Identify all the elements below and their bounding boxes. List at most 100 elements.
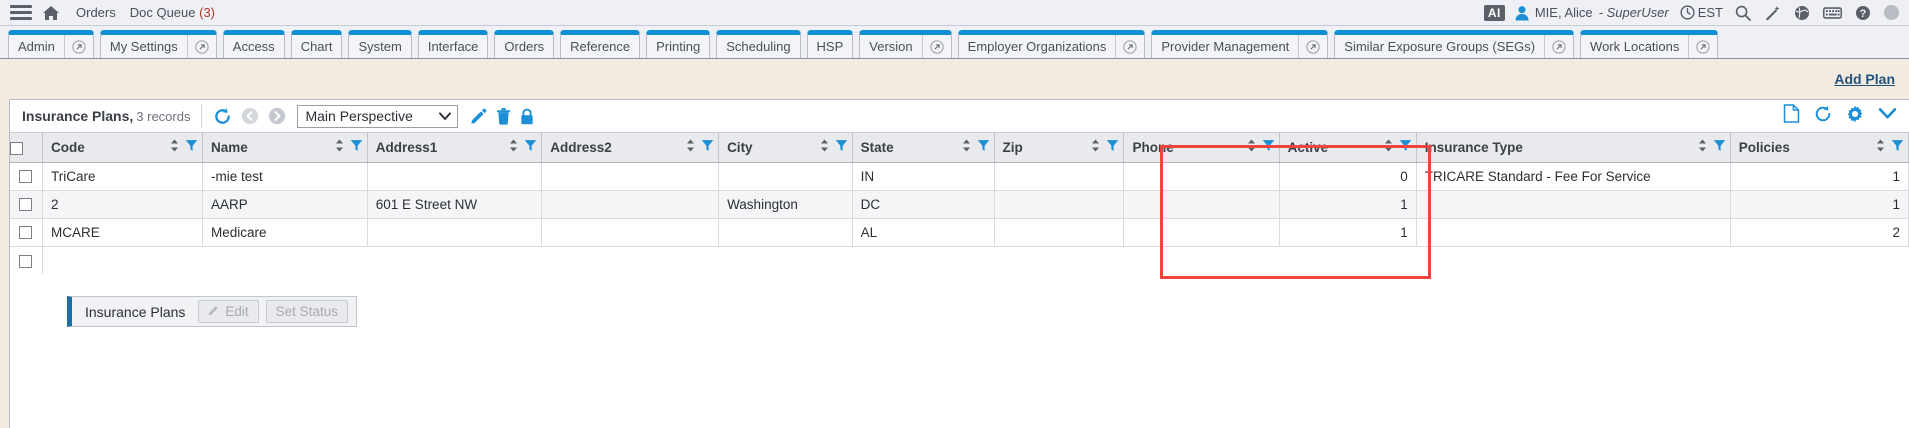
column-header-state[interactable]: State — [852, 133, 995, 163]
empty-new-row — [42, 246, 1908, 274]
tab-scheduling[interactable]: Scheduling — [716, 30, 801, 58]
tab-provider-management[interactable]: Provider Management — [1151, 30, 1329, 58]
header-select-all[interactable] — [10, 133, 43, 163]
tab-admin[interactable]: Admin — [8, 30, 94, 58]
external-link-icon[interactable] — [921, 35, 951, 58]
external-link-icon[interactable] — [186, 35, 216, 58]
filter-icon[interactable] — [1713, 139, 1726, 155]
sort-icon[interactable] — [1876, 139, 1885, 155]
perspective-select[interactable]: Main Perspective — [297, 104, 458, 128]
column-header-address2[interactable]: Address2 — [541, 133, 720, 163]
lock-icon[interactable] — [520, 108, 534, 125]
tab-system[interactable]: System — [348, 30, 412, 58]
sort-icon[interactable] — [962, 139, 971, 155]
search-icon[interactable] — [1735, 5, 1751, 21]
table-row[interactable]: MCARE Medicare AL 1 2 — [10, 218, 1909, 247]
row-checkbox[interactable] — [19, 170, 33, 184]
new-document-icon[interactable] — [1783, 104, 1800, 128]
column-header-name[interactable]: Name — [202, 133, 368, 163]
sort-icon[interactable] — [335, 139, 344, 155]
tab-similar-exposure-groups[interactable]: Similar Exposure Groups (SEGs) — [1334, 30, 1575, 58]
column-header-active[interactable]: Active — [1279, 133, 1417, 163]
external-link-icon[interactable] — [63, 35, 93, 58]
filter-icon[interactable] — [1399, 139, 1412, 155]
sort-icon[interactable] — [1091, 139, 1100, 155]
column-header-insurance-type[interactable]: Insurance Type — [1416, 133, 1731, 163]
tab-orders[interactable]: Orders — [494, 30, 555, 58]
filter-icon[interactable] — [835, 139, 848, 155]
sort-icon[interactable] — [820, 139, 829, 155]
external-link-icon[interactable] — [1544, 35, 1573, 58]
gear-icon[interactable] — [1846, 105, 1864, 128]
nav-link-doc-queue[interactable]: Doc Queue (3) — [130, 5, 215, 20]
column-header-phone[interactable]: Phone — [1123, 133, 1280, 163]
table-row[interactable]: 2 AARP 601 E Street NW Washington DC 1 1 — [10, 190, 1909, 219]
select-all-checkbox[interactable] — [10, 141, 23, 155]
filter-icon[interactable] — [350, 139, 363, 155]
globe-icon[interactable] — [1794, 5, 1810, 21]
previous-arrow-icon[interactable] — [241, 107, 259, 125]
filter-icon[interactable] — [701, 139, 714, 155]
refresh-icon[interactable] — [213, 107, 232, 126]
tab-hsp[interactable]: HSP — [806, 30, 854, 58]
chevron-down-icon[interactable] — [1878, 107, 1897, 125]
row-select-cell[interactable] — [10, 218, 43, 247]
reload-icon[interactable] — [1814, 105, 1832, 128]
table-row-new[interactable] — [10, 246, 1909, 274]
next-arrow-icon[interactable] — [268, 107, 286, 125]
home-icon[interactable] — [42, 5, 60, 21]
sort-icon[interactable] — [1384, 139, 1393, 155]
tab-work-locations[interactable]: Work Locations — [1580, 30, 1719, 58]
column-header-zip[interactable]: Zip — [994, 133, 1125, 163]
filter-icon[interactable] — [1106, 139, 1119, 155]
tab-my-settings[interactable]: My Settings — [99, 30, 217, 58]
add-plan-link[interactable]: Add Plan — [1834, 71, 1895, 87]
help-icon[interactable]: ? — [1855, 5, 1871, 21]
row-checkbox[interactable] — [19, 226, 33, 240]
sort-icon[interactable] — [1247, 139, 1256, 155]
row-select-cell[interactable] — [10, 190, 43, 219]
filter-icon[interactable] — [1262, 139, 1275, 155]
column-header-city[interactable]: City — [718, 133, 853, 163]
row-checkbox[interactable] — [19, 254, 33, 268]
external-link-icon[interactable] — [1298, 35, 1327, 58]
ai-badge[interactable]: AI — [1483, 4, 1505, 21]
tab-printing[interactable]: Printing — [646, 30, 711, 58]
edit-pencil-icon[interactable] — [470, 108, 487, 125]
row-select-cell[interactable] — [10, 246, 43, 274]
set-status-label: Set Status — [275, 304, 338, 319]
sort-icon[interactable] — [1698, 139, 1707, 155]
trash-icon[interactable] — [496, 107, 511, 125]
row-checkbox[interactable] — [19, 198, 33, 212]
keyboard-icon[interactable] — [1823, 6, 1842, 20]
tab-version[interactable]: Version — [859, 30, 952, 58]
filter-icon[interactable] — [1891, 139, 1904, 155]
tab-chart[interactable]: Chart — [290, 30, 343, 58]
edit-button[interactable]: Edit — [198, 300, 259, 323]
column-header-policies[interactable]: Policies — [1730, 133, 1909, 163]
column-header-code[interactable]: Code — [42, 133, 203, 163]
sort-icon[interactable] — [686, 139, 695, 155]
filter-icon[interactable] — [524, 139, 537, 155]
sort-icon[interactable] — [170, 139, 179, 155]
external-link-icon[interactable] — [1115, 35, 1144, 58]
tab-interface[interactable]: Interface — [417, 30, 489, 58]
tab-employer-organizations[interactable]: Employer Organizations — [957, 30, 1146, 58]
cell-code: TriCare — [42, 162, 203, 191]
sort-icon[interactable] — [509, 139, 518, 155]
filter-icon[interactable] — [185, 139, 198, 155]
user-name[interactable]: MIE, Alice — [1534, 5, 1593, 20]
nav-link-orders[interactable]: Orders — [76, 5, 116, 20]
filter-icon[interactable] — [977, 139, 990, 155]
table-row[interactable]: TriCare -mie test IN 0 TRICARE Standard … — [10, 162, 1909, 191]
row-select-cell[interactable] — [10, 162, 43, 191]
magic-wand-icon[interactable] — [1764, 5, 1781, 21]
tab-reference[interactable]: Reference — [560, 30, 641, 58]
tab-access[interactable]: Access — [222, 30, 285, 58]
column-header-address1[interactable]: Address1 — [367, 133, 543, 163]
hamburger-icon[interactable] — [10, 4, 32, 22]
external-link-icon[interactable] — [1688, 35, 1717, 58]
table-body: TriCare -mie test IN 0 TRICARE Standard … — [10, 162, 1909, 274]
set-status-button[interactable]: Set Status — [265, 300, 348, 323]
avatar-icon[interactable] — [1884, 5, 1899, 20]
